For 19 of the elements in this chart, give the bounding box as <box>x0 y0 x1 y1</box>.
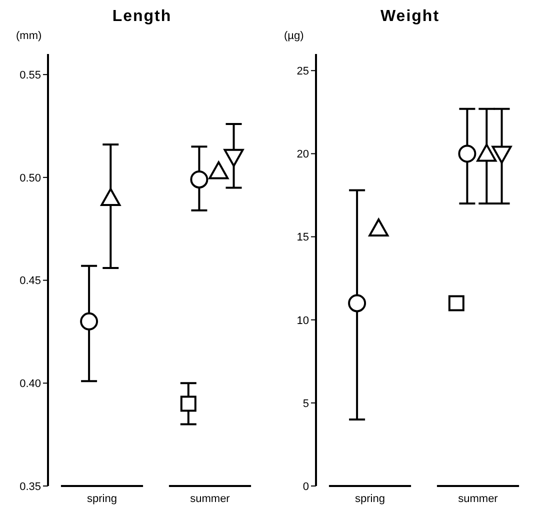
y-tick-label: 25 <box>296 66 309 78</box>
y-axis-title: (mm) <box>15 30 43 44</box>
y-axis-title: (µg) <box>283 30 305 44</box>
y-tick-label: 10 <box>296 314 309 327</box>
x-tick-label: summer <box>190 492 230 505</box>
y-tick-label: 5 <box>302 398 309 410</box>
y-tick-label: 20 <box>296 148 309 161</box>
x-tick-label: summer <box>458 492 498 505</box>
y-tick-label: 0.50 <box>20 172 41 184</box>
chart-title: Weight <box>379 8 441 27</box>
x-tick-label: spring <box>87 492 117 505</box>
y-tick-label: 0.35 <box>20 480 41 493</box>
y-tick-label: 0.40 <box>20 378 41 390</box>
y-tick-label: 0 <box>302 480 309 493</box>
chart-title: Length <box>111 8 173 27</box>
y-tick-label: 0.45 <box>20 275 41 288</box>
y-tick-label: 0.55 <box>20 69 41 82</box>
y-tick-label: 15 <box>296 232 309 244</box>
x-tick-label: spring <box>355 492 385 505</box>
